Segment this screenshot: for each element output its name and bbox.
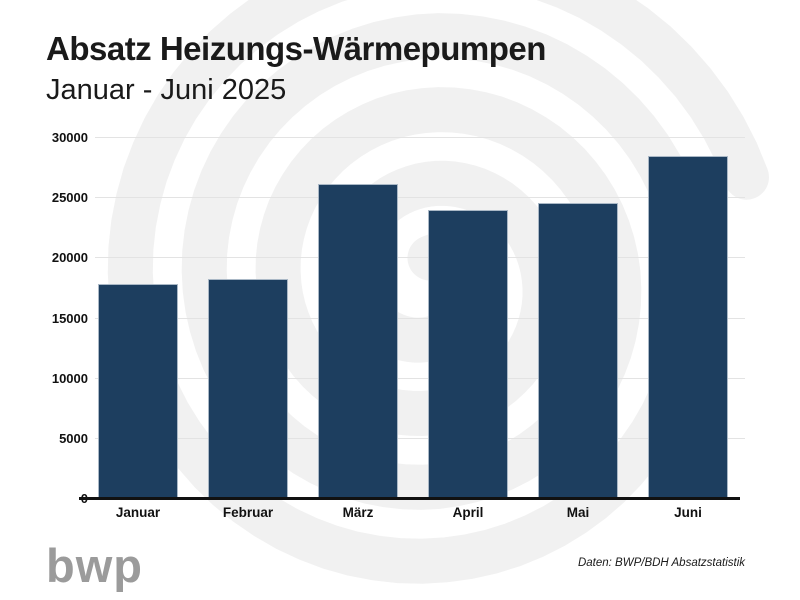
x-tick-label-märz: März [342,505,374,520]
plot-area [95,137,745,499]
y-tick-label: 30000 [51,130,88,145]
bwp-logo: bwp [46,539,143,592]
bar-juni [648,156,728,499]
gridline-20000 [95,257,745,259]
x-tick-label-februar: Februar [222,505,274,520]
gridline-5000 [95,437,745,439]
bar-februar [208,278,288,499]
gridline-30000 [95,137,745,138]
x-tick-label-mai: Mai [566,505,590,520]
source-note: Daten: BWP/BDH Absatzstatistik [577,557,745,569]
y-tick-label: 0 [20,491,88,506]
chart-title: Absatz Heizungs-Wärmepumpen [46,30,546,67]
bar-märz [318,183,398,499]
chart-subtitle: Januar - Juni 2025 [46,74,287,106]
bar-april [428,210,508,499]
y-tick-label: 25000 [51,190,88,206]
x-axis-line [79,497,740,500]
x-tick-label-april: April [452,505,484,520]
y-tick-label: 5000 [59,430,88,446]
gridline-15000 [95,317,745,319]
x-tick-label-juni: Juni [674,505,702,520]
bar-mai [538,202,618,499]
y-tick-label: 10000 [51,370,88,386]
y-tick-label: 20000 [51,250,88,266]
x-tick-label-januar: Januar [115,505,161,520]
bar-januar [98,283,178,499]
gridline-25000 [95,197,745,199]
y-tick-label: 15000 [51,310,88,326]
x-axis: Januar Februar März April Mai Juni [95,505,745,525]
gridline-10000 [95,377,745,379]
